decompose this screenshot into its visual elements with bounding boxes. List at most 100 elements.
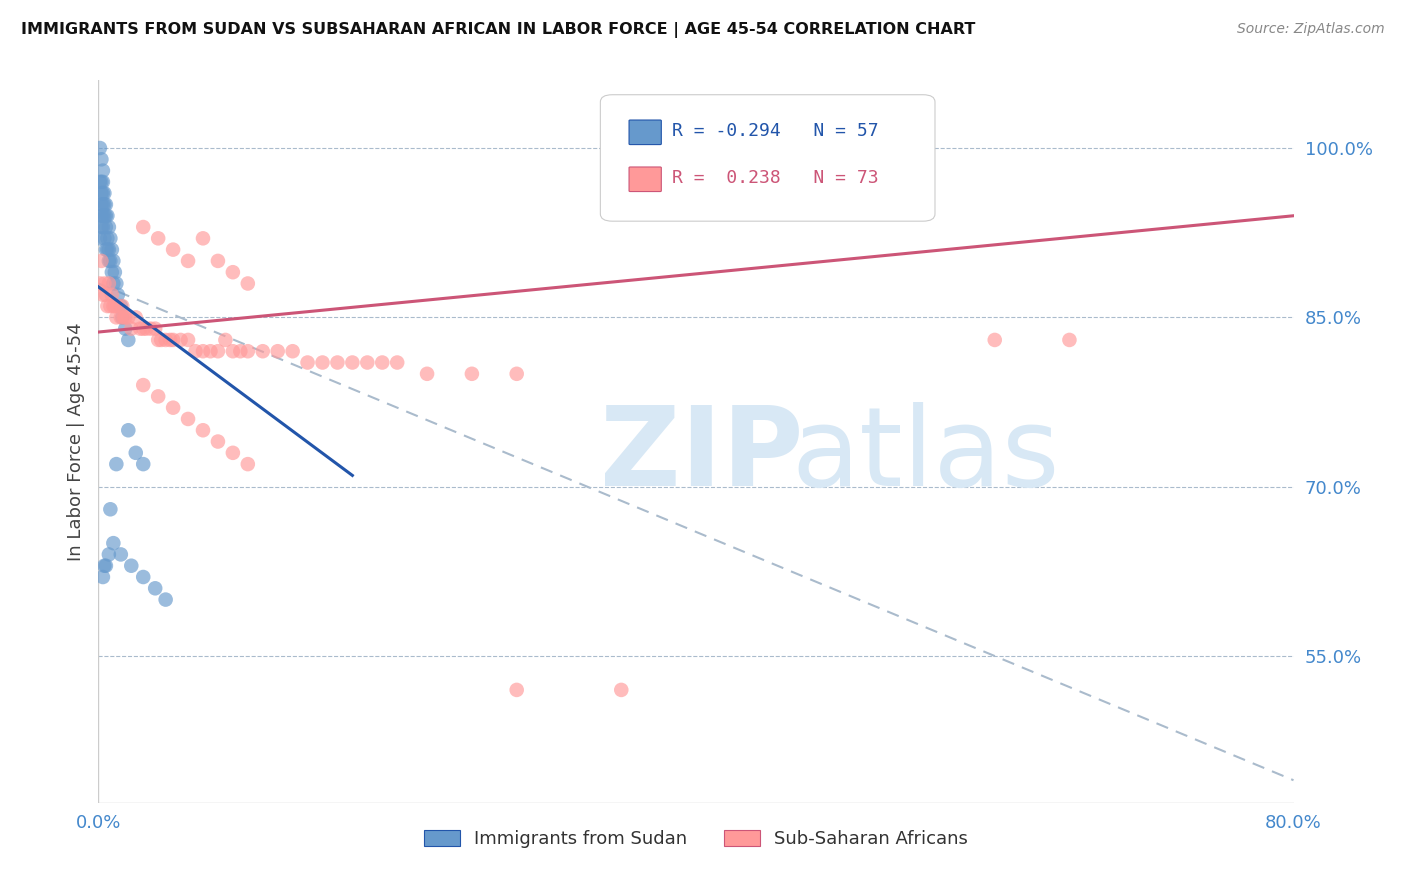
Point [90,153,112,167]
Point [110,310,132,325]
Point [104,265,127,279]
Point [89,175,111,189]
Point [93,558,115,573]
Point [94,243,117,257]
Point [252,344,274,359]
Point [191,423,214,437]
Point [103,536,125,550]
Point [177,333,200,347]
Text: R =  0.238   N = 73: R = 0.238 N = 73 [672,169,879,186]
Point [125,446,148,460]
Point [132,321,155,335]
Point [148,333,170,347]
Point [90,253,112,268]
Point [97,243,120,257]
Point [91,186,114,201]
Point [96,243,118,257]
Point [101,243,124,257]
Point [94,558,117,573]
Point [148,231,170,245]
Point [207,434,229,449]
Point [177,412,200,426]
Point [91,163,114,178]
Point [93,186,115,201]
Point [91,570,114,584]
Point [96,209,118,223]
Point [984,333,1007,347]
Y-axis label: In Labor Force | Age 45-54: In Labor Force | Age 45-54 [66,322,84,561]
Point [162,401,184,415]
Point [162,243,184,257]
Point [129,321,152,335]
Point [132,570,155,584]
Point [281,344,304,359]
Point [117,333,139,347]
Point [162,333,184,347]
Point [236,277,259,291]
Point [105,457,128,471]
Point [461,367,484,381]
Point [91,175,114,189]
Point [90,197,112,211]
Point [112,310,135,325]
Point [159,333,181,347]
Point [222,446,245,460]
Point [110,299,132,313]
Point [155,333,177,347]
Point [98,253,122,268]
Point [107,287,129,301]
Point [236,457,259,471]
Point [311,355,333,369]
Point [177,253,200,268]
Point [125,310,148,325]
Point [200,344,222,359]
Point [326,355,349,369]
Text: IMMIGRANTS FROM SUDAN VS SUBSAHARAN AFRICAN IN LABOR FORCE | AGE 45-54 CORRELATI: IMMIGRANTS FROM SUDAN VS SUBSAHARAN AFRI… [21,22,976,38]
Point [97,220,120,235]
Point [132,220,155,235]
Point [143,582,166,596]
Point [117,310,139,325]
Point [101,287,124,301]
FancyBboxPatch shape [628,167,661,192]
Point [93,277,115,291]
Point [416,367,439,381]
Point [191,344,214,359]
Point [111,299,134,313]
Point [207,253,229,268]
Point [93,197,115,211]
Point [506,367,529,381]
Point [90,209,112,223]
Point [356,355,378,369]
Point [385,355,409,369]
Point [91,287,114,301]
Point [506,682,529,697]
Point [90,220,112,235]
Point [229,344,252,359]
Text: R = -0.294   N = 57: R = -0.294 N = 57 [672,122,879,140]
Point [120,321,142,335]
Point [214,333,236,347]
Point [91,197,114,211]
Point [110,548,132,562]
Point [191,231,214,245]
Point [132,378,155,392]
Point [222,265,245,279]
Point [267,344,290,359]
Legend: Immigrants from Sudan, Sub-Saharan Africans: Immigrants from Sudan, Sub-Saharan Afric… [416,822,976,855]
Point [342,355,364,369]
Point [105,277,128,291]
Point [91,209,114,223]
Point [98,231,122,245]
Point [93,231,115,245]
Point [143,321,166,335]
Point [98,502,122,516]
Point [97,277,120,291]
Text: ZIP: ZIP [600,402,804,509]
Point [150,333,173,347]
Point [97,548,120,562]
Point [610,682,633,697]
FancyBboxPatch shape [600,95,935,221]
Point [93,209,115,223]
Point [120,558,142,573]
